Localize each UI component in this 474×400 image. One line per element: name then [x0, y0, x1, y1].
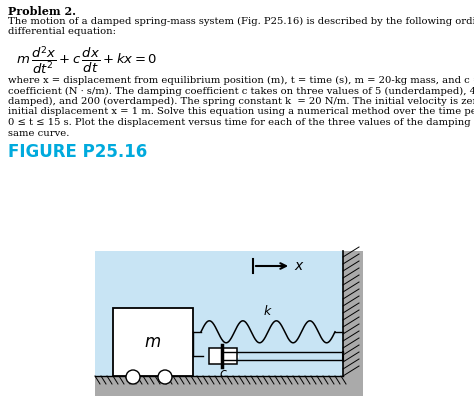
Text: damped), and 200 (overdamped). The spring constant k  = 20 N/m. The initial velo: damped), and 200 (overdamped). The sprin… — [8, 97, 474, 106]
Text: $m\,\dfrac{d^2x}{dt^2}+c\,\dfrac{dx}{dt}+kx=0$: $m\,\dfrac{d^2x}{dt^2}+c\,\dfrac{dx}{dt}… — [16, 44, 157, 76]
Text: FIGURE P25.16: FIGURE P25.16 — [8, 143, 147, 161]
Text: where x = displacement from equilibrium position (m), t = time (s), m = 20-kg ma: where x = displacement from equilibrium … — [8, 76, 474, 85]
Text: coefficient (N · s/m). The damping coefficient c takes on three values of 5 (und: coefficient (N · s/m). The damping coeff… — [8, 86, 474, 96]
Text: $m$: $m$ — [145, 333, 162, 351]
Text: The motion of a damped spring-mass system (Fig. P25.16) is described by the foll: The motion of a damped spring-mass syste… — [8, 17, 474, 26]
Circle shape — [158, 370, 172, 384]
Text: differential equation:: differential equation: — [8, 28, 116, 36]
Bar — [113, 308, 193, 376]
Text: Problem 2.: Problem 2. — [8, 6, 76, 17]
Text: initial displacement x = 1 m. Solve this equation using a numerical method over : initial displacement x = 1 m. Solve this… — [8, 108, 474, 116]
Text: $k$: $k$ — [263, 304, 273, 318]
Text: same curve.: same curve. — [8, 128, 69, 138]
Bar — [343, 251, 363, 376]
Text: $c$: $c$ — [219, 366, 228, 380]
Text: 0 ≤ t ≤ 15 s. Plot the displacement versus time for each of the three values of : 0 ≤ t ≤ 15 s. Plot the displacement vers… — [8, 118, 474, 127]
Bar — [95, 251, 363, 396]
Bar — [95, 376, 363, 396]
Bar — [209, 348, 237, 364]
Circle shape — [126, 370, 140, 384]
Text: $x$: $x$ — [294, 259, 305, 273]
